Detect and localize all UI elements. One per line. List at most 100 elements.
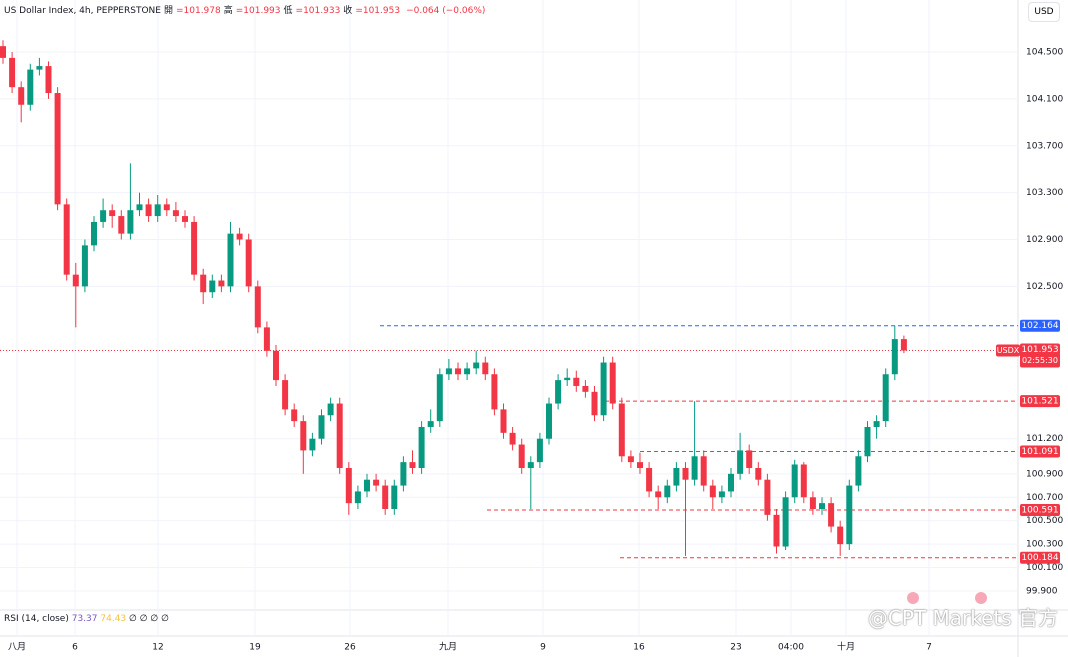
candle-body [737,450,744,474]
level-badge [1020,319,1060,332]
candle-body [263,327,270,351]
countdown: 02:55:30 [1022,356,1058,365]
candle-body [100,210,107,222]
candle-body [382,485,389,509]
field-label: 開 [163,6,173,16]
rsi-value: 73.37 [71,614,98,624]
candle-body [600,362,607,416]
x-tick-label: 16 [633,643,645,653]
field-value: =101.933 [295,6,341,16]
y-tick-label: 103.300 [1026,188,1063,198]
y-tick-label: 99.900 [1026,587,1058,597]
candle-body [345,467,352,504]
level-label: 102.164 [1021,321,1058,331]
candle-body [0,46,6,58]
candle-body [45,66,52,94]
y-tick-label: 104.100 [1026,94,1063,104]
candle-body [191,221,198,275]
y-tick-label: 100.500 [1026,516,1063,526]
x-tick-label: 7 [926,643,932,653]
y-tick-label: 102.500 [1026,282,1063,292]
level-badge [1020,445,1060,458]
candle-body [546,403,552,439]
candle-body [318,415,325,439]
candle-body [136,204,143,211]
x-tick-label: 26 [344,643,356,653]
candle-body [364,479,370,492]
x-tick-label: 04:00 [778,643,804,653]
candle-body [764,479,771,515]
y-tick-label: 101.200 [1026,434,1063,444]
x-tick-label: 12 [152,643,163,653]
x-tick-label: 八月 [8,642,26,653]
candle-body [63,204,70,275]
candle-body [673,467,680,486]
candle-body [9,57,16,88]
event-icon[interactable] [975,592,987,604]
candle-body [354,491,361,504]
candle-body [773,514,780,547]
candle-body [509,432,516,445]
candle-body [336,403,343,468]
candle-body [445,368,452,375]
candle-body [291,409,298,422]
candle-body [273,350,279,381]
candle-body [864,426,871,457]
x-tick-label: 9 [540,643,546,653]
candle-body [227,233,234,287]
candle-body [36,66,43,70]
candle-body [800,464,807,498]
rsi-legend: RSI (14, close) 73.37 74.43 ∅ ∅ ∅ ∅ [4,614,169,624]
candle-body [172,210,179,217]
x-tick-label: 十月 [837,641,855,653]
x-tick-label: 6 [72,643,78,653]
ohlc: 開 =101.978 高 =101.993 低 =101.933 收 =101.953 [164,6,403,16]
candle-body [782,497,789,547]
candle-body [127,210,134,234]
candle-body [427,421,434,427]
candle-body [682,467,689,480]
level-badge [1020,504,1060,517]
change: −0.064 (−0.06%) [406,6,486,16]
candle-body [591,391,598,416]
candle-body [655,491,662,498]
candle-body [700,456,707,486]
candle-body [627,456,634,463]
candle-body [573,377,580,386]
currency-button[interactable]: USD [1028,2,1060,22]
candle-body [500,409,507,433]
candle-body [373,479,380,486]
rsi-ma: 74.43 [100,614,127,624]
x-tick-label: 23 [730,643,741,653]
field-value: =101.978 [175,6,221,16]
candle-body [473,362,480,369]
candle-body [873,421,880,427]
candle-body [709,485,716,498]
candle-body [218,280,225,287]
candle-body [527,462,534,468]
event-icon[interactable] [907,592,919,604]
candle-body [809,497,816,509]
candle-body [618,403,625,457]
watermark: @CPT Markets 官方 [867,606,1058,630]
candle-body [609,362,616,404]
candle-body [18,87,25,105]
candle-body [536,438,543,463]
candle-body [718,491,725,498]
candle-body [145,204,152,217]
candle-body [300,421,307,451]
candle-body [518,444,525,468]
candle-body [282,380,289,410]
candle-body [327,403,334,416]
candle-body [109,210,116,217]
field-label: 高 [223,6,233,16]
y-tick-label: 102.900 [1026,235,1063,245]
y-tick-label: 104.500 [1026,48,1063,58]
candle-body [400,462,407,486]
level-label: 100.591 [1021,506,1058,516]
rsi-label: RSI (14, close) [4,614,69,624]
candle-body [118,216,125,234]
last-price-badge [1020,343,1060,368]
last-name: USDX [997,346,1020,355]
